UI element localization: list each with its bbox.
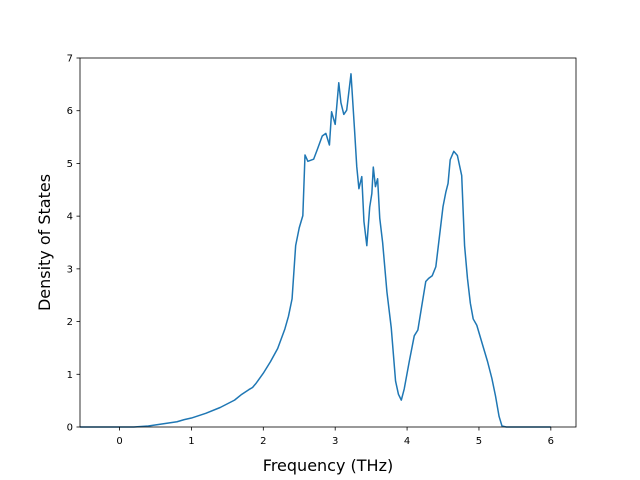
x-axis-ticks: 0 1 2 3 4 5 6 bbox=[116, 427, 554, 447]
y-tick-label: 6 bbox=[67, 106, 73, 117]
x-tick-label: 2 bbox=[260, 436, 266, 447]
x-tick-label: 1 bbox=[188, 436, 194, 447]
plot-area bbox=[80, 73, 551, 428]
plot-frame bbox=[79, 57, 577, 428]
x-tick-label: 3 bbox=[332, 436, 338, 447]
y-axis-ticks: 0 1 2 3 4 5 6 7 bbox=[67, 54, 80, 434]
x-tick-label: 0 bbox=[116, 436, 122, 447]
y-tick-label: 4 bbox=[67, 212, 73, 223]
x-tick-label: 4 bbox=[404, 436, 410, 447]
y-axis-label: Density of States bbox=[35, 174, 54, 311]
y-tick-label: 2 bbox=[67, 317, 73, 328]
x-tick-label: 6 bbox=[548, 436, 554, 447]
dos-series-line bbox=[80, 73, 551, 428]
y-tick-label: 0 bbox=[67, 423, 73, 434]
y-tick-label: 7 bbox=[67, 54, 73, 65]
y-tick-label: 3 bbox=[67, 264, 73, 275]
x-axis-label: Frequency (THz) bbox=[263, 456, 393, 475]
y-tick-label: 5 bbox=[67, 159, 73, 170]
x-tick-label: 5 bbox=[476, 436, 482, 447]
y-tick-label: 1 bbox=[67, 370, 73, 381]
